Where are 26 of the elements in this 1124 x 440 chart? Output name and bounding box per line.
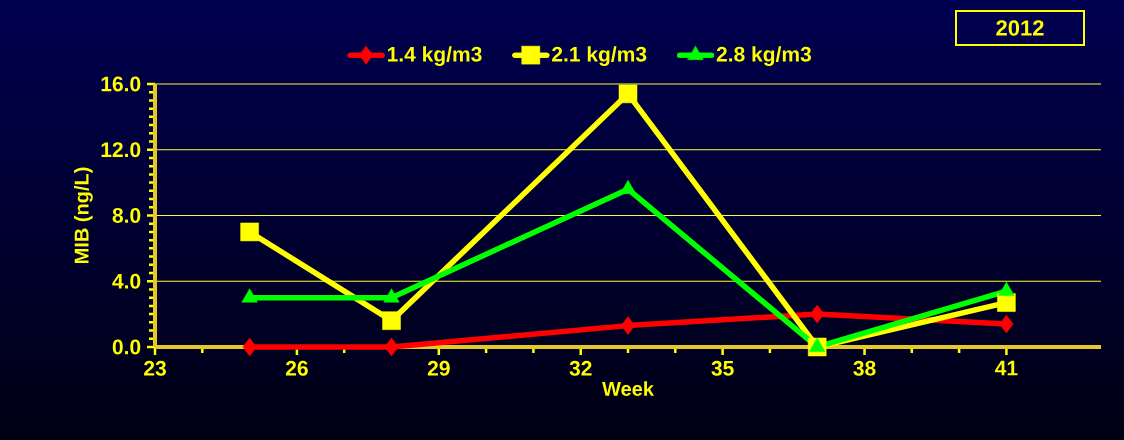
x-tick-label: 32: [569, 360, 592, 376]
point: [384, 337, 399, 357]
x-tick-label: 41: [995, 360, 1018, 376]
point: [810, 304, 825, 324]
x-tick-label: 23: [144, 360, 166, 376]
legend-label: 1.4 kg/m3: [387, 46, 482, 66]
x-tick-label: 29: [427, 360, 450, 376]
x-axis-title: Week: [602, 381, 654, 396]
y-tick-label: 8.0: [112, 208, 141, 223]
legend-label: 2.1 kg/m3: [552, 46, 647, 66]
point: [240, 222, 259, 242]
point: [621, 316, 636, 335]
legend-label: 2.8 kg/m3: [716, 46, 811, 66]
x-tick-label: 35: [711, 360, 734, 376]
point: [242, 337, 257, 357]
y-axis-title: MIB (ng/L): [74, 167, 93, 264]
point: [382, 311, 401, 330]
point: [618, 84, 638, 104]
y-tick-label: 16.0: [101, 76, 141, 92]
y-tick-label: 12.0: [101, 142, 141, 158]
x-tick-label: 26: [285, 360, 308, 376]
text: 2012: [996, 20, 1044, 36]
y-tick-label: 4.0: [112, 273, 141, 289]
y-tick-label: 0.0: [112, 339, 141, 355]
point: [999, 314, 1014, 334]
x-tick-label: 38: [853, 360, 876, 376]
